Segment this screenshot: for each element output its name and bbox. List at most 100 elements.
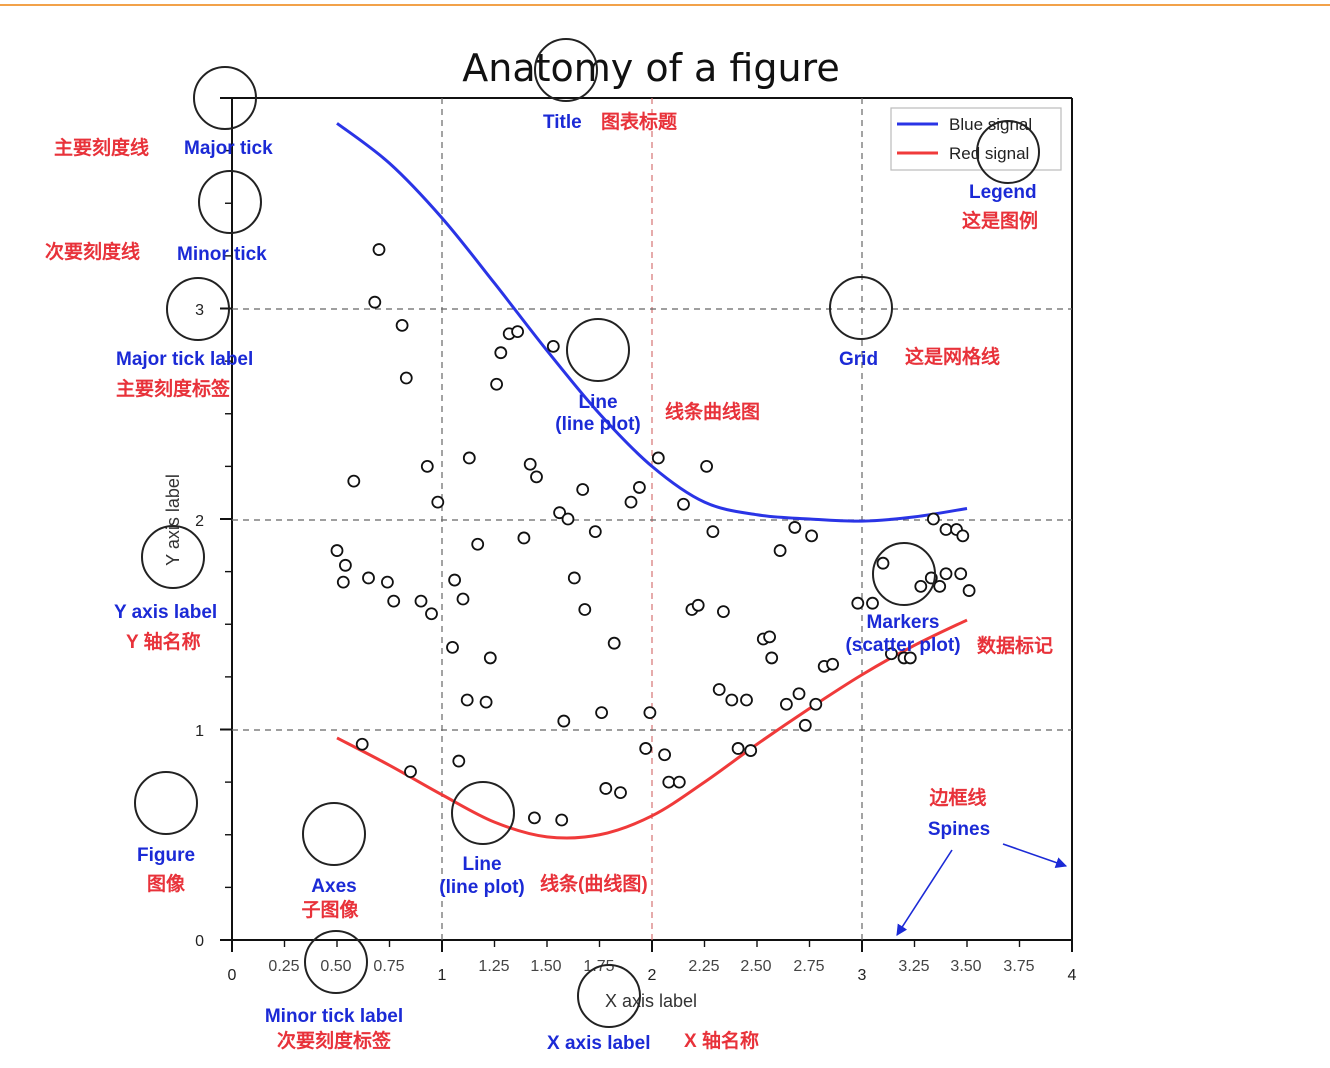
tick-layer [220, 97, 1073, 952]
circle-markers [872, 542, 936, 606]
scatter-marker [866, 596, 879, 610]
scatter-marker [368, 295, 382, 309]
scatter-marker [553, 506, 566, 520]
circle-line-bottom [451, 781, 515, 845]
scatter-marker [578, 603, 592, 616]
scatter-marker [885, 647, 898, 661]
scatter-marker [731, 742, 745, 755]
figure-title: Anatomy of a figure [462, 46, 839, 90]
circle-legend [976, 120, 1040, 184]
annotation-line-top-en2: (line plot) [555, 414, 640, 435]
scatter-marker [528, 811, 541, 825]
scatter-marker [336, 575, 350, 589]
x-minor-tick-label: 1.50 [530, 958, 561, 975]
scatter-marker [362, 571, 375, 585]
scatter-marker [939, 567, 953, 581]
y-major-tick-labels: 0 1 2 3 [195, 302, 204, 950]
scatter-marker [633, 481, 646, 494]
x-tick-label-2: 2 [648, 967, 657, 984]
scatter-marker [744, 744, 758, 757]
scatter-marker [555, 813, 569, 827]
x-minor-tick-label: 3.75 [1003, 958, 1034, 975]
circle-line-top [566, 318, 630, 382]
x-tick-label-3: 3 [858, 967, 867, 984]
annotation-y-axis-label-en: Y axis label [114, 602, 217, 623]
grid [232, 98, 1072, 940]
scatter-marker [851, 596, 865, 610]
scatter-marker [431, 495, 445, 509]
scatter-marker [595, 706, 608, 720]
line-layer [336, 122, 968, 840]
scatter-marker [658, 748, 671, 762]
scatter-marker [725, 693, 739, 707]
scatter-marker [338, 558, 352, 572]
x-minor-tick-label: 3.25 [898, 958, 929, 975]
scatter-marker [939, 523, 953, 536]
x-minor-tick-label: 3.50 [950, 958, 981, 975]
annotation-line-bottom-en2: (line plot) [439, 877, 524, 898]
scatter-marker [330, 544, 344, 557]
scatter-marker [765, 651, 779, 665]
scatter-marker [588, 525, 602, 539]
scatter-marker [933, 579, 947, 593]
circle-grid [829, 276, 893, 340]
scatter-marker [347, 474, 361, 488]
spine-arrow-right [1002, 843, 1068, 868]
scatter-marker [530, 470, 543, 484]
x-minor-tick-label: 0.25 [268, 958, 299, 975]
scatter-marker [809, 697, 823, 711]
scatter-marker [962, 584, 976, 597]
y-tick-label-0: 0 [195, 933, 204, 950]
x-minor-tick-label: 2.75 [793, 958, 824, 975]
series-line-red-signal [336, 618, 968, 840]
x-major-tick-labels: 0 1 2 3 4 [228, 967, 1077, 984]
scatter-marker [763, 630, 776, 644]
x-minor-tick-label: 0.50 [320, 958, 351, 975]
scatter-marker [557, 714, 571, 728]
scatter-marker [494, 346, 508, 360]
scatter-marker [567, 571, 581, 585]
annotation-major-tick-zh: 主要刻度线 [54, 136, 149, 159]
scatter-marker [599, 782, 613, 795]
x-minor-tick-label: 2.50 [740, 958, 771, 975]
series-line-blue-signal [336, 122, 968, 523]
annotation-line-top-zh: 线条曲线图 [665, 400, 760, 423]
annotation-figure-en: Figure [137, 845, 195, 866]
y-axis-label: Y axis label [163, 474, 183, 566]
scatter-marker [624, 495, 638, 509]
x-minor-tick-labels: 0.25 0.50 0.75 1.25 1.50 1.75 2.25 2.50 … [268, 958, 1034, 975]
scatter-marker [462, 451, 476, 465]
scatter-marker [452, 754, 466, 768]
scatter-marker [471, 537, 485, 551]
annotation-major-tick-en: Major tick [184, 138, 273, 159]
scatter-marker [483, 651, 497, 665]
annotation-markers-zh: 数据标记 [977, 634, 1053, 657]
scatter-marker [798, 718, 812, 732]
annotation-spines-zh: 边框线 [928, 786, 986, 809]
scatter-marker [425, 607, 438, 621]
annotations: Title 图表标题 主要刻度线 Major tick 次要刻度线 Minor … [45, 110, 1053, 1054]
circle-title [534, 38, 598, 102]
annotation-figure-zh: 图像 [147, 872, 186, 895]
annotation-x-axis-label-en: X axis label [547, 1033, 651, 1054]
annotation-markers-en2: (scatter plot) [845, 635, 960, 656]
scatter-marker [456, 592, 470, 606]
scatter-marker [561, 512, 575, 526]
scatter-marker [691, 598, 705, 612]
annotation-title-en: Title [543, 112, 582, 133]
legend-box [890, 107, 1062, 171]
scatter-marker [954, 567, 968, 581]
annotation-grid-zh: 这是网格线 [905, 345, 1000, 368]
scatter-marker [643, 706, 657, 720]
circle-minor-tick-label [304, 930, 368, 994]
scatter-marker [740, 693, 753, 707]
circle-major-tick [193, 66, 257, 130]
annotation-grid-en: Grid [839, 349, 878, 370]
x-tick-label-0: 0 [228, 967, 237, 984]
scatter-marker [677, 497, 690, 511]
scatter-marker [639, 742, 653, 755]
scatter-marker [826, 657, 839, 671]
scatter-marker [805, 529, 818, 543]
annotation-title-zh: 图表标题 [601, 110, 677, 133]
scatter-marker [792, 687, 806, 701]
